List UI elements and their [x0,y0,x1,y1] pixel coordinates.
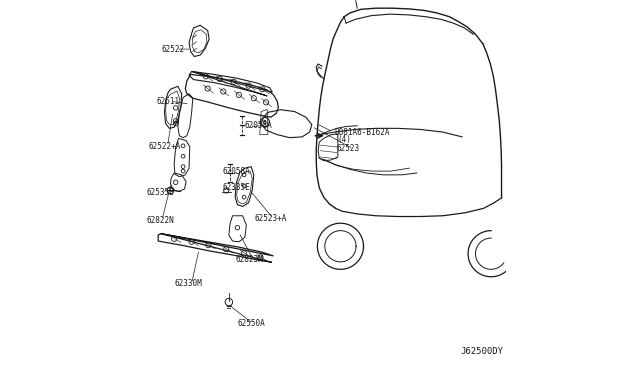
Text: 62550A: 62550A [237,319,265,328]
Text: 62523+A: 62523+A [255,214,287,223]
Text: B: B [262,119,266,125]
Text: 62822N: 62822N [147,216,174,225]
Text: 62522: 62522 [161,45,184,54]
Text: 62330M: 62330M [174,279,202,288]
Text: 62058A: 62058A [245,121,273,130]
Text: 62511: 62511 [156,97,179,106]
Text: B081A6-B162A: B081A6-B162A [334,128,390,137]
Text: 62522+A: 62522+A [149,142,181,151]
Text: 62535E: 62535E [147,188,174,197]
Text: 62335E: 62335E [223,183,250,192]
Text: J62500DY: J62500DY [460,347,503,356]
Text: 62058A: 62058A [223,167,250,176]
Text: 62823M: 62823M [235,255,263,264]
Text: 62523: 62523 [337,144,360,153]
Text: (4): (4) [337,135,351,144]
